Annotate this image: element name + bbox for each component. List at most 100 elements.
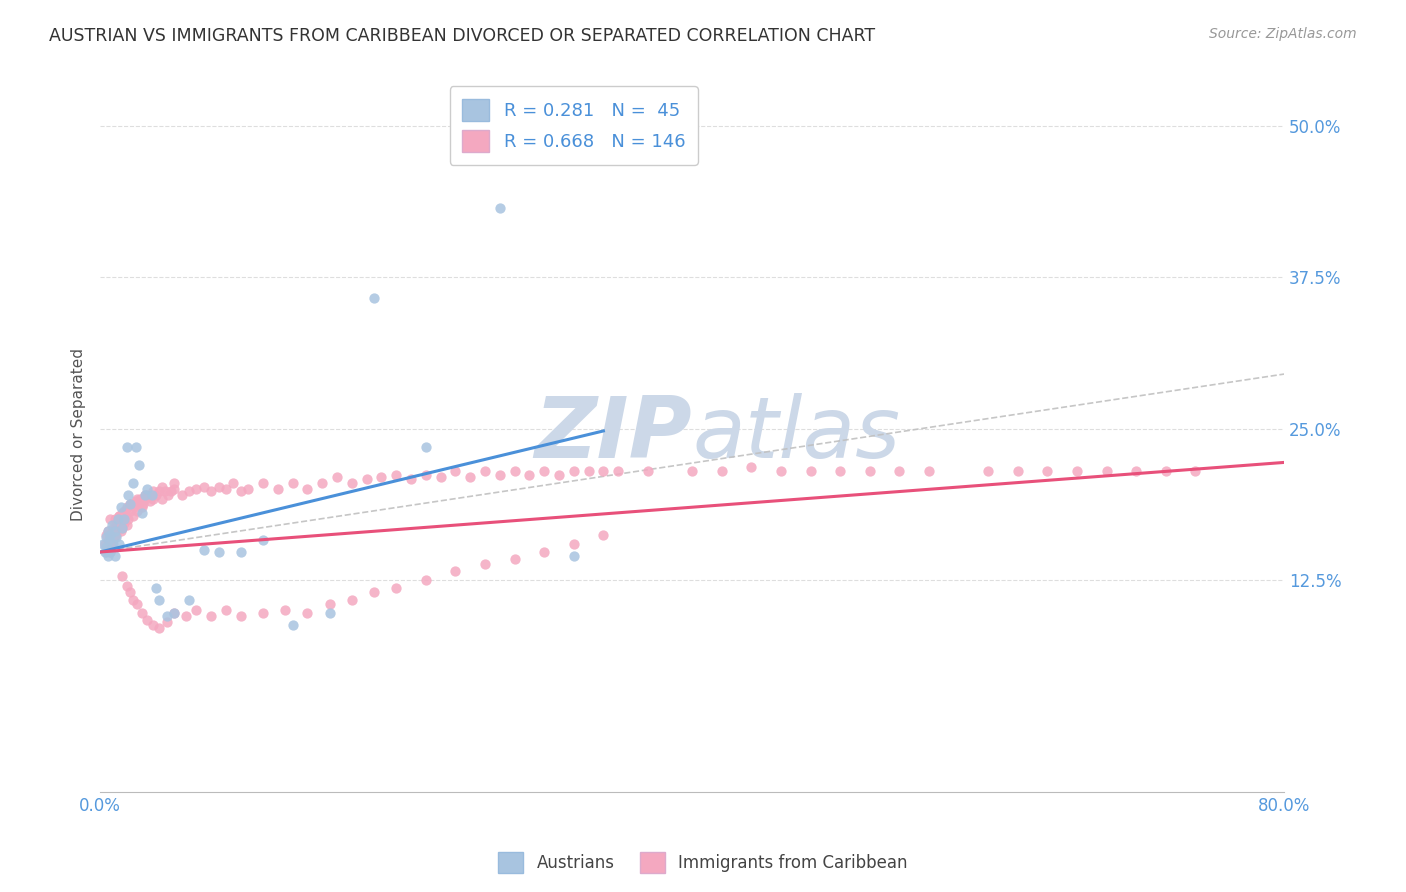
Point [274, 603, 297, 617]
Point [370, 470, 392, 484]
Point [101, 518, 124, 533]
Point [186, 482, 208, 496]
Point [267, 482, 290, 496]
Point [122, 500, 145, 515]
Point [124, 494, 146, 508]
Point [100, 512, 122, 526]
Point [592, 464, 614, 478]
Point [110, 500, 132, 515]
Point [107, 512, 129, 526]
Point [519, 467, 541, 482]
Point [148, 484, 170, 499]
Point [103, 533, 125, 547]
Point [444, 565, 467, 579]
Point [94, 528, 117, 542]
Point [311, 475, 333, 490]
Point [385, 582, 408, 596]
Point [104, 521, 127, 535]
Point [193, 480, 215, 494]
Point [488, 467, 510, 482]
Point [503, 464, 526, 478]
Point [150, 480, 173, 494]
Point [1154, 464, 1177, 478]
Point [252, 533, 274, 547]
Point [1095, 464, 1118, 478]
Point [94, 531, 117, 545]
Point [142, 484, 165, 499]
Point [740, 460, 762, 475]
Legend: R = 0.281   N =  45, R = 0.668   N = 146: R = 0.281 N = 45, R = 0.668 N = 146 [450, 87, 697, 165]
Point [177, 484, 200, 499]
Point [1066, 464, 1088, 478]
Point [121, 508, 143, 523]
Point [215, 482, 238, 496]
Point [98, 536, 121, 550]
Text: AUSTRIAN VS IMMIGRANTS FROM CARIBBEAN DIVORCED OR SEPARATED CORRELATION CHART: AUSTRIAN VS IMMIGRANTS FROM CARIBBEAN DI… [49, 27, 876, 45]
Point [111, 506, 134, 520]
Point [101, 524, 124, 539]
Point [503, 552, 526, 566]
Point [127, 491, 149, 506]
Point [830, 464, 852, 478]
Point [142, 617, 165, 632]
Point [170, 488, 193, 502]
Point [104, 512, 127, 526]
Point [533, 545, 555, 559]
Point [139, 494, 162, 508]
Point [318, 606, 340, 620]
Point [533, 464, 555, 478]
Point [114, 508, 136, 523]
Point [118, 504, 141, 518]
Point [118, 585, 141, 599]
Point [104, 549, 127, 563]
Point [101, 536, 124, 550]
Point [429, 470, 451, 484]
Point [108, 536, 131, 550]
Point [340, 475, 363, 490]
Point [163, 606, 186, 620]
Point [118, 497, 141, 511]
Point [131, 606, 153, 620]
Point [112, 516, 135, 530]
Point [562, 536, 585, 550]
Point [163, 482, 186, 496]
Point [150, 491, 173, 506]
Point [562, 549, 585, 563]
Point [578, 464, 600, 478]
Point [105, 528, 128, 542]
Point [141, 488, 163, 502]
Point [340, 593, 363, 607]
Point [710, 464, 733, 478]
Point [1125, 464, 1147, 478]
Point [111, 521, 134, 535]
Point [200, 609, 222, 624]
Point [120, 497, 142, 511]
Point [105, 518, 128, 533]
Point [193, 542, 215, 557]
Point [96, 542, 118, 557]
Point [637, 464, 659, 478]
Point [112, 512, 135, 526]
Point [236, 482, 259, 496]
Point [136, 482, 159, 496]
Point [111, 521, 134, 535]
Point [93, 545, 115, 559]
Point [157, 488, 180, 502]
Point [115, 440, 138, 454]
Point [110, 512, 132, 526]
Point [108, 516, 131, 530]
Point [562, 464, 585, 478]
Point [415, 467, 437, 482]
Point [229, 545, 252, 559]
Y-axis label: Divorced or Separated: Divorced or Separated [72, 348, 86, 521]
Text: atlas: atlas [692, 393, 900, 476]
Point [103, 521, 125, 535]
Point [104, 524, 127, 539]
Point [458, 470, 481, 484]
Point [363, 291, 385, 305]
Point [142, 491, 165, 506]
Point [200, 484, 222, 499]
Point [98, 533, 121, 547]
Point [145, 488, 167, 502]
Point [252, 475, 274, 490]
